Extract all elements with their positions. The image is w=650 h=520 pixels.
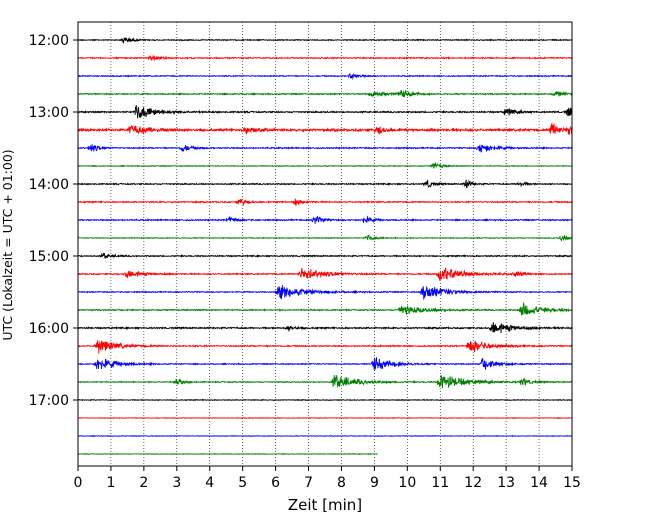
y-tick-label-0: 12:00 — [29, 33, 69, 49]
trace-1430 — [77, 215, 573, 224]
trace-1330 — [77, 144, 573, 153]
trace-1300 — [77, 105, 573, 119]
trace-1345 — [77, 161, 573, 169]
y-tick-label-5: 17:00 — [29, 393, 69, 409]
x-tick-label-4: 4 — [205, 475, 214, 491]
y-tick-label-2: 14:00 — [29, 177, 69, 193]
trace-1200 — [77, 37, 573, 45]
x-tick-label-12: 12 — [464, 475, 482, 491]
x-tick-label-6: 6 — [271, 475, 280, 491]
x-tick-label-5: 5 — [238, 475, 247, 491]
x-tick-label-3: 3 — [172, 475, 181, 491]
x-axis-label: Zeit [min] — [288, 496, 362, 514]
trace-1215 — [77, 55, 573, 61]
trace-1515 — [77, 267, 573, 281]
x-tick-label-10: 10 — [398, 475, 416, 491]
x-tick-label-13: 13 — [497, 475, 515, 491]
x-tick-label-8: 8 — [337, 475, 346, 491]
trace-1730 — [77, 434, 573, 438]
x-tick-label-9: 9 — [370, 475, 379, 491]
trace-1315 — [77, 122, 573, 135]
trace-1445 — [77, 234, 573, 242]
plot-frame — [77, 21, 573, 467]
y-axis-label: UTC (Lokalzeit = UTC + 01:00) — [0, 149, 15, 340]
trace-1630 — [77, 357, 573, 371]
x-tick-label-15: 15 — [563, 475, 581, 491]
x-tick-label-1: 1 — [106, 475, 115, 491]
x-tick-label-14: 14 — [530, 475, 548, 491]
trace-1700 — [77, 398, 573, 402]
trace-1415 — [77, 198, 573, 207]
y-tick-label-3: 15:00 — [29, 249, 69, 265]
trace-group — [77, 37, 573, 456]
x-tick-label-11: 11 — [431, 475, 449, 491]
x-tick-label-2: 2 — [139, 475, 148, 491]
grid-lines — [110, 22, 540, 466]
trace-1245 — [77, 89, 573, 98]
x-tick-label-7: 7 — [304, 475, 313, 491]
y-tick-label-1: 13:00 — [29, 105, 69, 121]
trace-1500 — [77, 252, 573, 259]
trace-1230 — [77, 73, 573, 80]
x-tick-label-0: 0 — [74, 475, 83, 491]
trace-1600 — [77, 322, 573, 333]
trace-1530 — [77, 285, 573, 300]
trace-1400 — [77, 179, 573, 189]
trace-1745 — [77, 452, 378, 456]
trace-1545 — [77, 302, 573, 316]
x-axis: 0 1 2 3 4 5 6 7 8 9 10 11 12 13 14 15 — [74, 466, 581, 491]
trace-1645 — [77, 374, 573, 389]
trace-1715 — [77, 416, 573, 420]
trace-1615 — [77, 340, 573, 354]
y-axis: 12:00 13:00 14:00 15:00 16:00 17:00 — [29, 33, 78, 409]
y-tick-label-4: 16:00 — [29, 321, 69, 337]
